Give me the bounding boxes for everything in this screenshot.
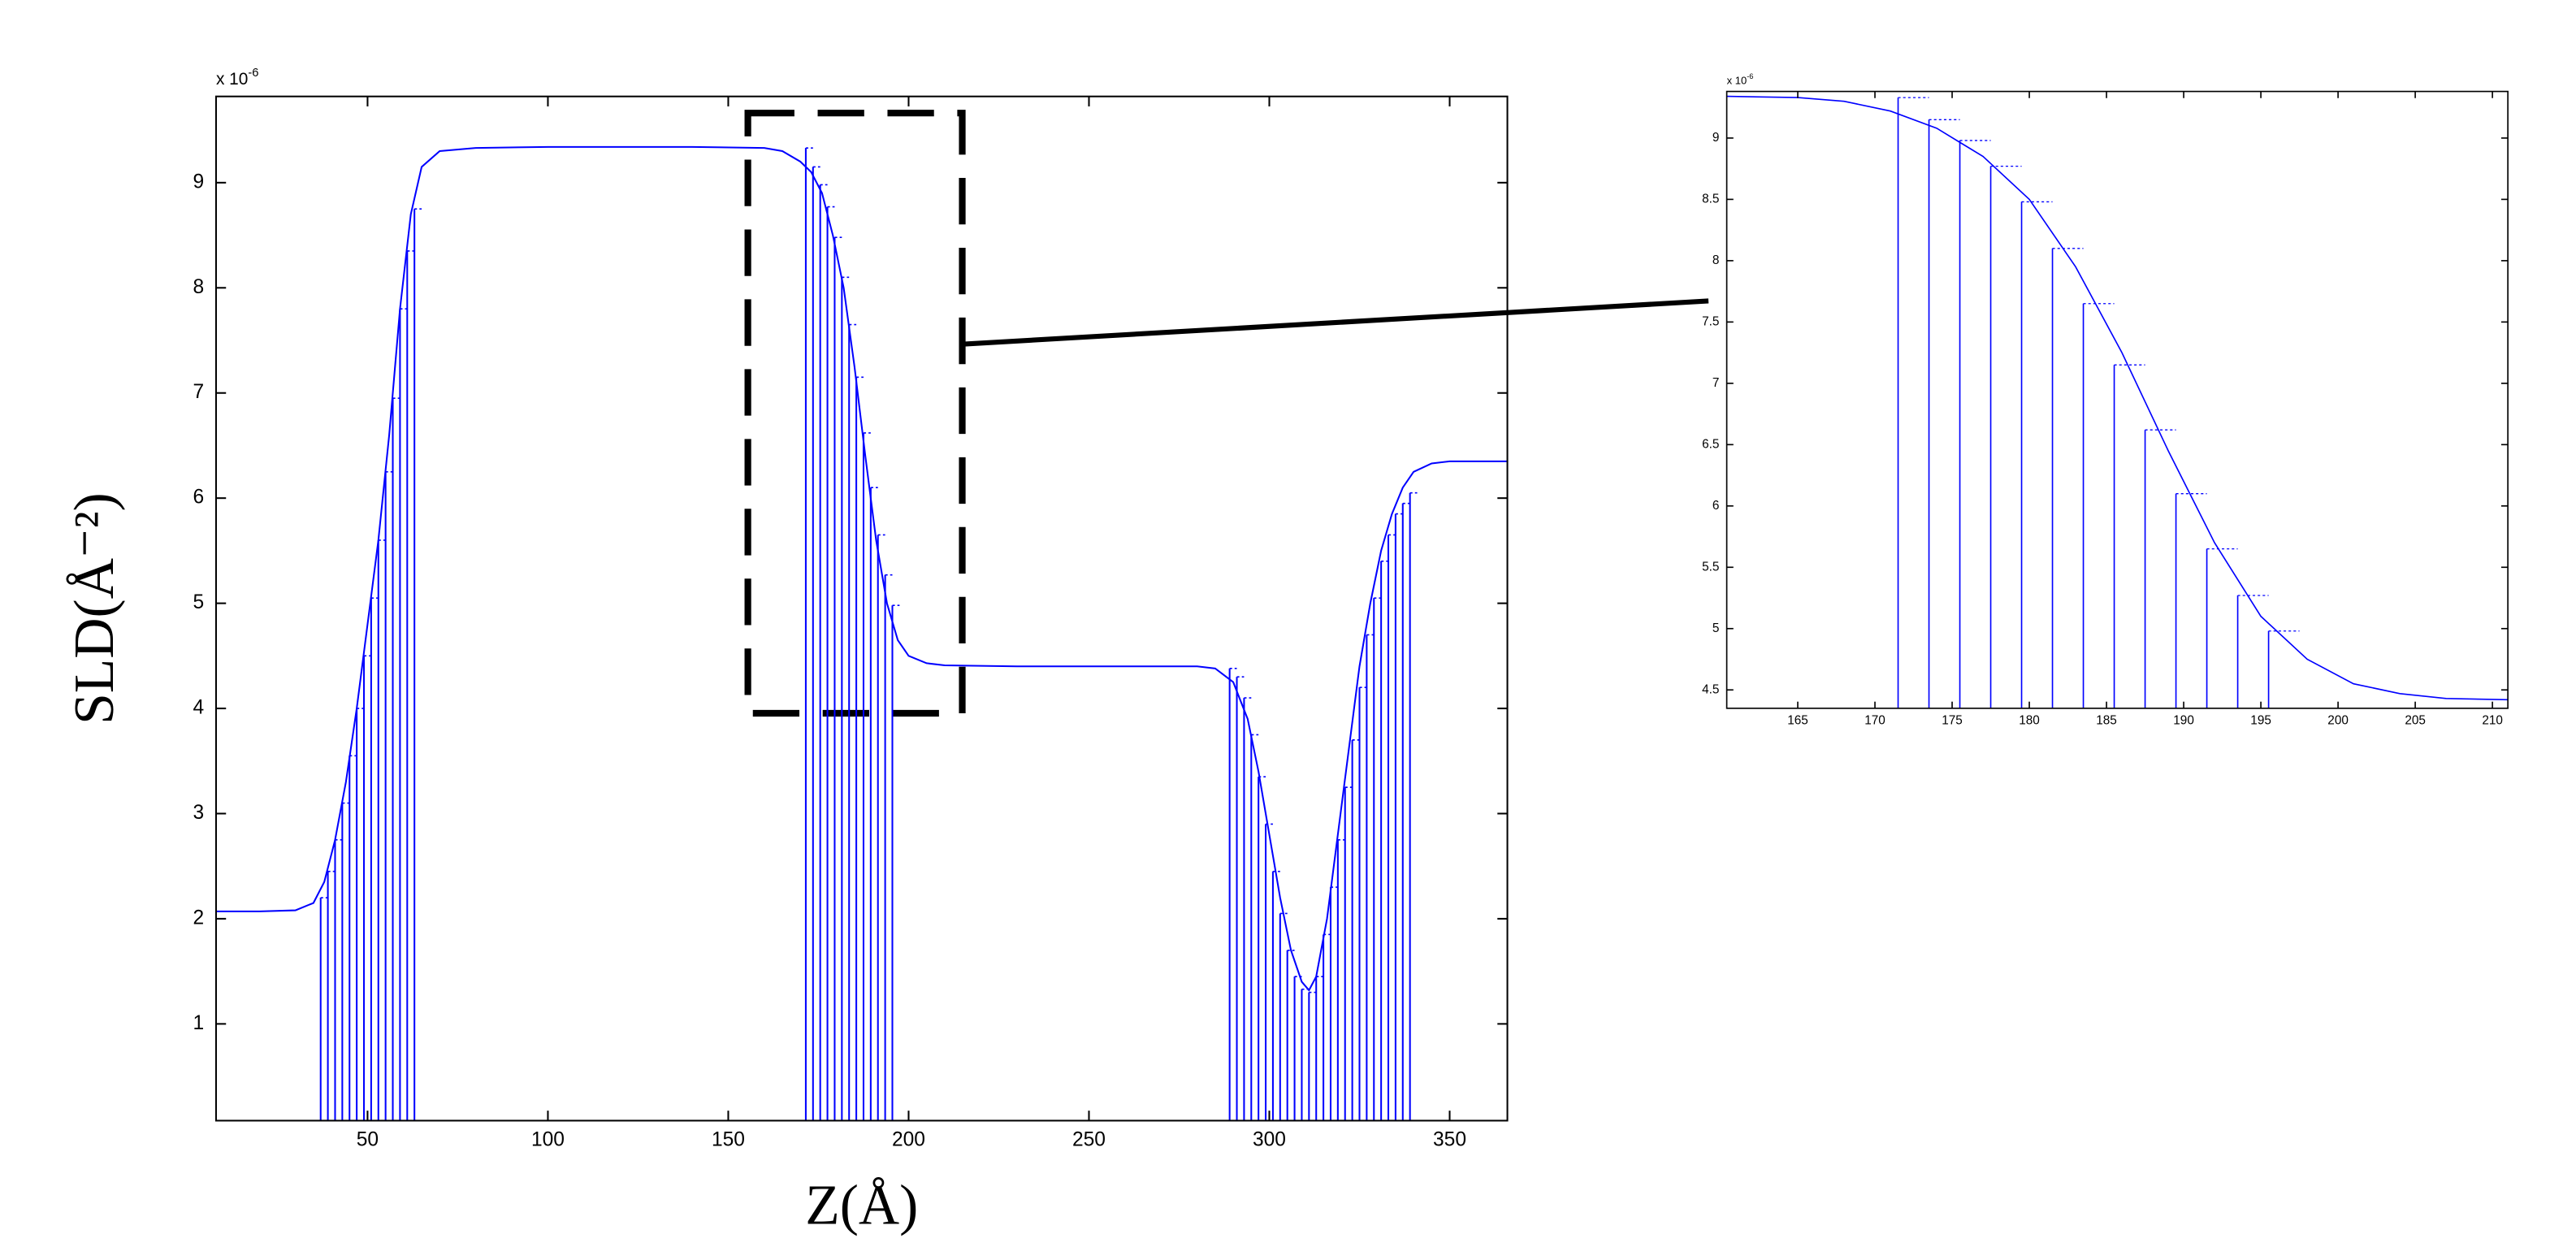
plot-area xyxy=(215,145,1508,1121)
y-axis-label: SLD(Å⁻²) xyxy=(63,492,126,725)
y-tick-label: 7 xyxy=(1712,376,1720,390)
y-tick-label: 5 xyxy=(193,591,205,613)
x-tick-label: 200 xyxy=(892,1128,925,1150)
y-tick-label: 7.5 xyxy=(1702,314,1719,328)
x-tick-label: 195 xyxy=(2250,713,2271,727)
x-tick-label: 180 xyxy=(2019,713,2040,727)
x-tick-label: 185 xyxy=(2096,713,2117,727)
x-tick-label: 250 xyxy=(1072,1128,1106,1150)
y-tick-label: 8 xyxy=(1712,253,1720,267)
multiplier-exponent: -6 xyxy=(1747,72,1753,80)
axis-multiplier: x 10-6 xyxy=(216,67,259,89)
x-tick-label: 150 xyxy=(712,1128,745,1150)
y-tick-label: 1 xyxy=(193,1012,205,1034)
y-tick-label: 4.5 xyxy=(1702,682,1719,696)
y-tick-label: 4 xyxy=(193,697,205,719)
x-tick-label: 210 xyxy=(2482,713,2503,727)
y-tick-label: 3 xyxy=(193,802,205,824)
multiplier-base: x 10 xyxy=(1727,74,1747,86)
multiplier-base: x 10 xyxy=(216,70,248,89)
y-tick-label: 6 xyxy=(193,487,205,509)
axis-multiplier: x 10-6 xyxy=(1727,72,1754,86)
x-tick-label: 200 xyxy=(2327,713,2349,727)
x-tick-label: 165 xyxy=(1787,713,1808,727)
x-tick-label: 50 xyxy=(357,1128,379,1150)
y-tick-label: 6.5 xyxy=(1702,437,1719,451)
x-tick-label: 190 xyxy=(2173,713,2194,727)
y-tick-label: 7 xyxy=(193,381,205,403)
y-tick-label: 8 xyxy=(193,276,205,298)
y-tick-label: 8.5 xyxy=(1702,192,1719,206)
plot-area xyxy=(1726,95,2509,708)
axes-box xyxy=(1725,90,2509,709)
profile-line xyxy=(215,145,1508,992)
y-tick-label: 2 xyxy=(193,907,205,929)
x-tick-label: 175 xyxy=(1942,713,1963,727)
y-tick-label: 5 xyxy=(1712,621,1720,635)
y-tick-label: 6 xyxy=(1712,499,1720,513)
multiplier-exponent: -6 xyxy=(248,67,258,80)
x-tick-label: 170 xyxy=(1864,713,1885,727)
x-tick-label: 350 xyxy=(1433,1128,1466,1150)
zoom-region xyxy=(744,110,966,717)
y-tick-label: 9 xyxy=(1712,131,1720,145)
profile-line xyxy=(1726,95,2509,701)
x-tick-label: 100 xyxy=(531,1128,565,1150)
x-tick-label: 300 xyxy=(1253,1128,1286,1150)
y-tick-label: 9 xyxy=(193,171,205,193)
y-tick-label: 5.5 xyxy=(1702,560,1719,574)
x-axis-label: Z(Å) xyxy=(805,1174,918,1236)
axes-box xyxy=(214,95,1509,1122)
zoom-connector xyxy=(962,298,1709,347)
x-tick-label: 205 xyxy=(2405,713,2426,727)
